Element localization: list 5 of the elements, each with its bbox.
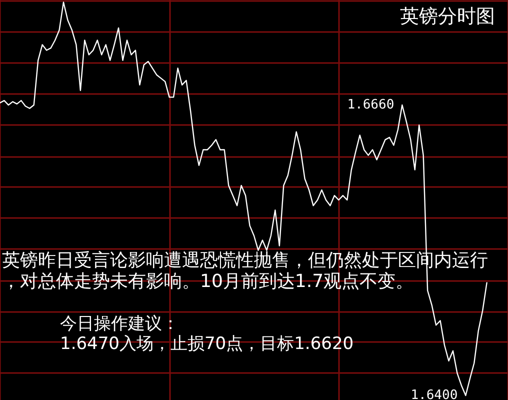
data-label: 1.6660 (347, 98, 394, 113)
annotation: 今日操作建议： (60, 314, 179, 334)
annotation: 1.6470入场，止损70点，目标1.6620 (60, 334, 354, 354)
chart-title: 英镑分时图 (400, 6, 495, 28)
data-label: 1.6400 (410, 388, 458, 400)
